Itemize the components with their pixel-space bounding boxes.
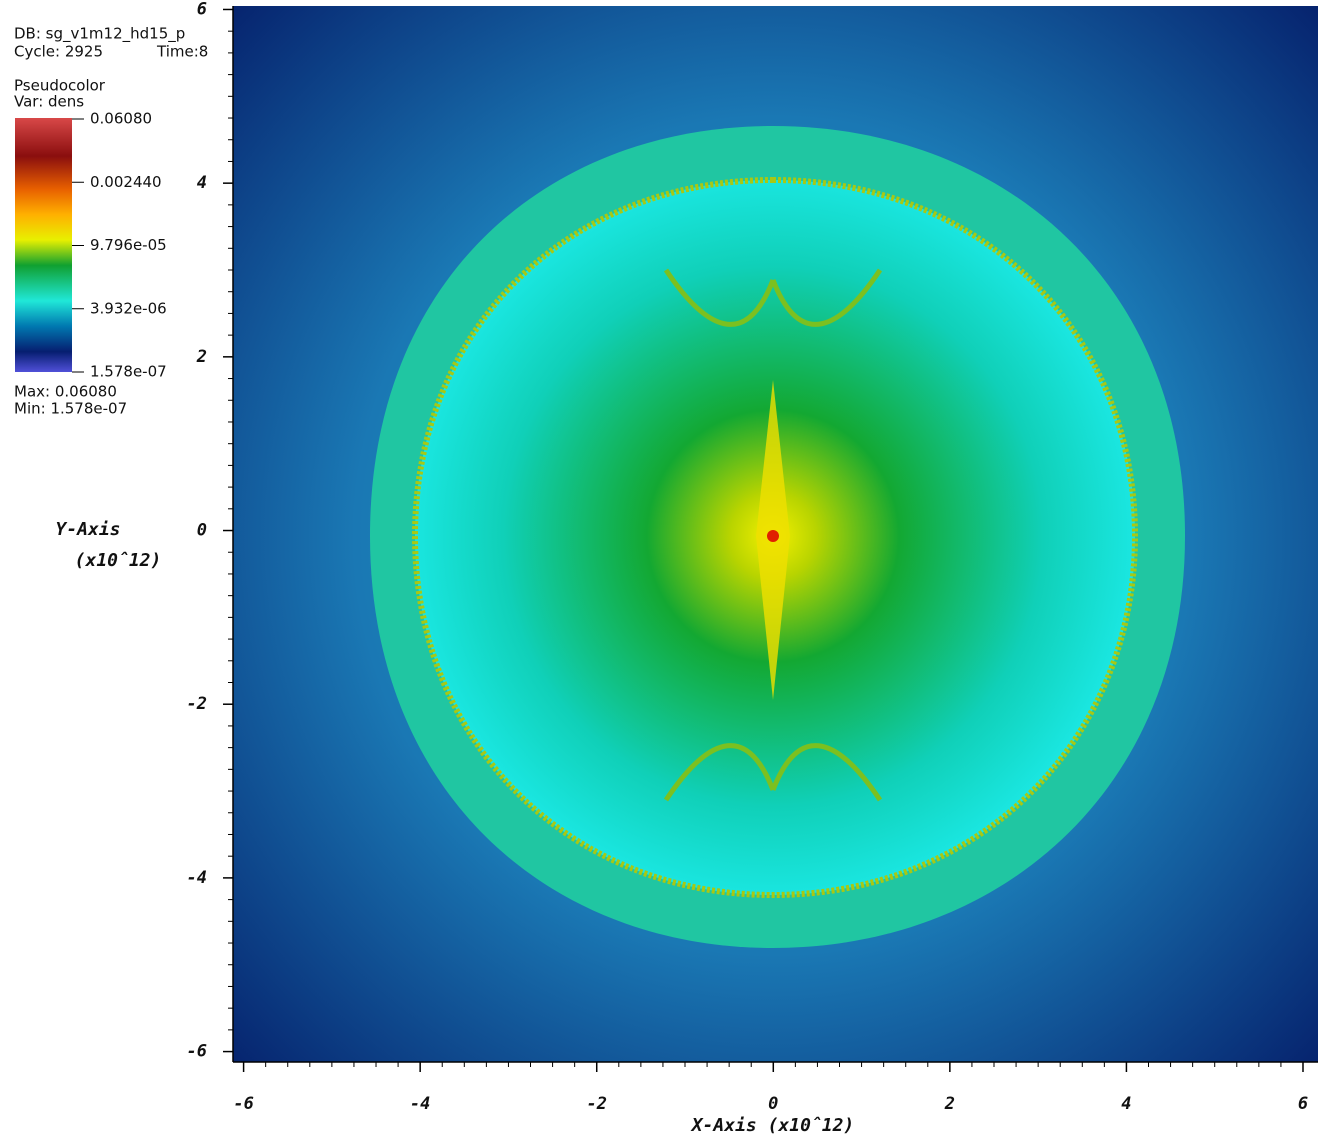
y-tick-label: 4 [197, 173, 207, 193]
y-axis-unit: (x10ˆ12) [75, 550, 162, 571]
legend-type: Pseudocolor [14, 77, 106, 95]
colorbar-label: 9.796e-05 [90, 236, 167, 254]
legend-max: Max: 0.06080 [14, 383, 117, 401]
y-tick-label: -4 [187, 868, 207, 888]
cycle-label: Cycle: 2925 [14, 43, 103, 61]
colorbar [15, 118, 72, 372]
legend-min: Min: 1.578e-07 [14, 400, 127, 418]
x-tick-label: -2 [586, 1094, 606, 1114]
x-tick-label: 4 [1121, 1094, 1131, 1114]
y-tick-label: 0 [197, 521, 207, 541]
x-tick-label: 2 [944, 1094, 955, 1114]
legend-var: Var: dens [14, 93, 84, 111]
x-axis-title: X-Axis (x10ˆ12) [690, 1115, 855, 1136]
colorbar-label: 0.002440 [90, 173, 162, 191]
y-axis-title: Y-Axis [55, 519, 120, 540]
colorbar-label: 3.932e-06 [90, 299, 167, 317]
field-image [233, 6, 1318, 1062]
y-tick-label: -2 [187, 694, 207, 714]
x-tick-label: -4 [410, 1094, 430, 1114]
time-label: Time:8 [156, 43, 208, 61]
x-tick-label: 0 [768, 1094, 778, 1114]
y-tick-label: -6 [187, 1042, 207, 1062]
x-tick-label: 6 [1298, 1094, 1308, 1114]
y-tick-label: 2 [196, 347, 207, 367]
db-label: DB: sg_v1m12_hd15_p [14, 25, 185, 44]
colorbar-label: 0.06080 [90, 110, 152, 128]
x-tick-label: -6 [233, 1094, 253, 1114]
y-tick-label: 6 [197, 0, 207, 19]
colorbar-label: 1.578e-07 [90, 363, 167, 381]
